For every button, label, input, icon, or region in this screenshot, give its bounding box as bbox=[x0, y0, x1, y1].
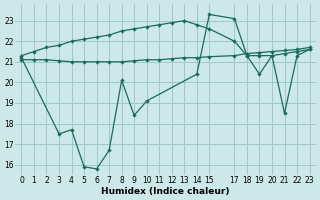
X-axis label: Humidex (Indice chaleur): Humidex (Indice chaleur) bbox=[101, 187, 230, 196]
